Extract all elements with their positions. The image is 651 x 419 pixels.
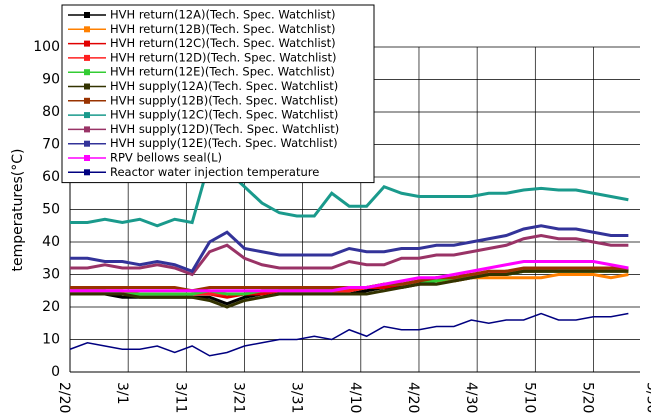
x-tick-label: 4/30 [463, 382, 479, 413]
series-line [70, 260, 629, 293]
x-tick-label: 4/10 [347, 382, 363, 413]
series-line [69, 312, 629, 357]
series-line [70, 158, 629, 228]
y-tick-label: 50 [42, 202, 60, 218]
y-tick-label: 0 [51, 364, 60, 380]
legend-marker [84, 83, 90, 90]
legend-marker [84, 69, 90, 76]
x-tick-label: 3/11 [172, 382, 188, 413]
series-line [70, 269, 629, 309]
x-tick-label: 5/30 [644, 382, 651, 413]
legend-label: HVH supply(12E)(Tech. Spec. Watchlist) [110, 136, 338, 150]
y-axis-label: temperatures(°C) [10, 149, 26, 272]
series-line [70, 224, 629, 274]
legend-marker [84, 97, 90, 104]
legend-marker [84, 169, 90, 176]
legend-marker [84, 26, 90, 33]
legend-marker [84, 54, 90, 61]
legend-label: HVH return(12D)(Tech. Spec. Watchlist) [110, 50, 337, 64]
y-tick-label: 90 [42, 72, 60, 88]
y-tick-label: 10 [42, 332, 60, 348]
legend-label: HVH return(12A)(Tech. Spec. Watchlist) [110, 8, 336, 22]
legend-label: HVH supply(12C)(Tech. Spec. Watchlist) [110, 108, 338, 122]
y-tick-label: 70 [42, 137, 60, 153]
x-tick-label: 3/31 [289, 382, 305, 413]
legend-label: HVH supply(12B)(Tech. Spec. Watchlist) [110, 93, 338, 107]
x-tick-label: 4/20 [405, 382, 421, 413]
y-tick-label: 30 [42, 267, 60, 283]
y-tick-label: 100 [33, 39, 60, 55]
legend-label: HVH return(12E)(Tech. Spec. Watchlist) [110, 65, 335, 79]
y-tick-label: 80 [42, 104, 60, 120]
legend: HVH return(12A)(Tech. Spec. Watchlist)HV… [61, 4, 375, 184]
series-line [70, 233, 629, 277]
legend-label: HVH supply(12D)(Tech. Spec. Watchlist) [110, 122, 339, 136]
legend-marker [84, 155, 90, 161]
legend-box [61, 4, 375, 184]
legend-marker [84, 140, 90, 147]
x-tick-label: 5/10 [521, 382, 537, 413]
x-tick-label: 5/20 [579, 382, 595, 413]
legend-label: HVH return(12B)(Tech. Spec. Watchlist) [110, 22, 336, 36]
legend-label: HVH supply(12A)(Tech. Spec. Watchlist) [110, 79, 338, 93]
legend-marker [84, 112, 90, 119]
x-tick-label: 3/1 [114, 382, 130, 405]
legend-label: HVH return(12C)(Tech. Spec. Watchlist) [110, 36, 336, 50]
legend-label: Reactor water injection temperature [110, 165, 319, 179]
y-tick-label: 60 [42, 169, 60, 185]
legend-marker [84, 12, 90, 18]
y-tick-label: 40 [42, 234, 60, 250]
x-tick-label: 3/21 [230, 382, 246, 413]
legend-label: RPV bellows seal(L) [110, 151, 222, 165]
legend-marker [84, 126, 90, 133]
x-tick-label: 2/20 [56, 382, 72, 413]
y-tick-label: 20 [42, 299, 60, 315]
legend-marker [84, 40, 90, 47]
